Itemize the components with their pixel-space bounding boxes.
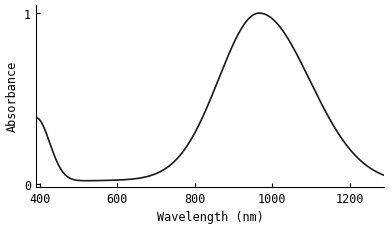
X-axis label: Wavelength (nm): Wavelength (nm) — [157, 210, 264, 224]
Y-axis label: Absorbance: Absorbance — [5, 61, 19, 132]
